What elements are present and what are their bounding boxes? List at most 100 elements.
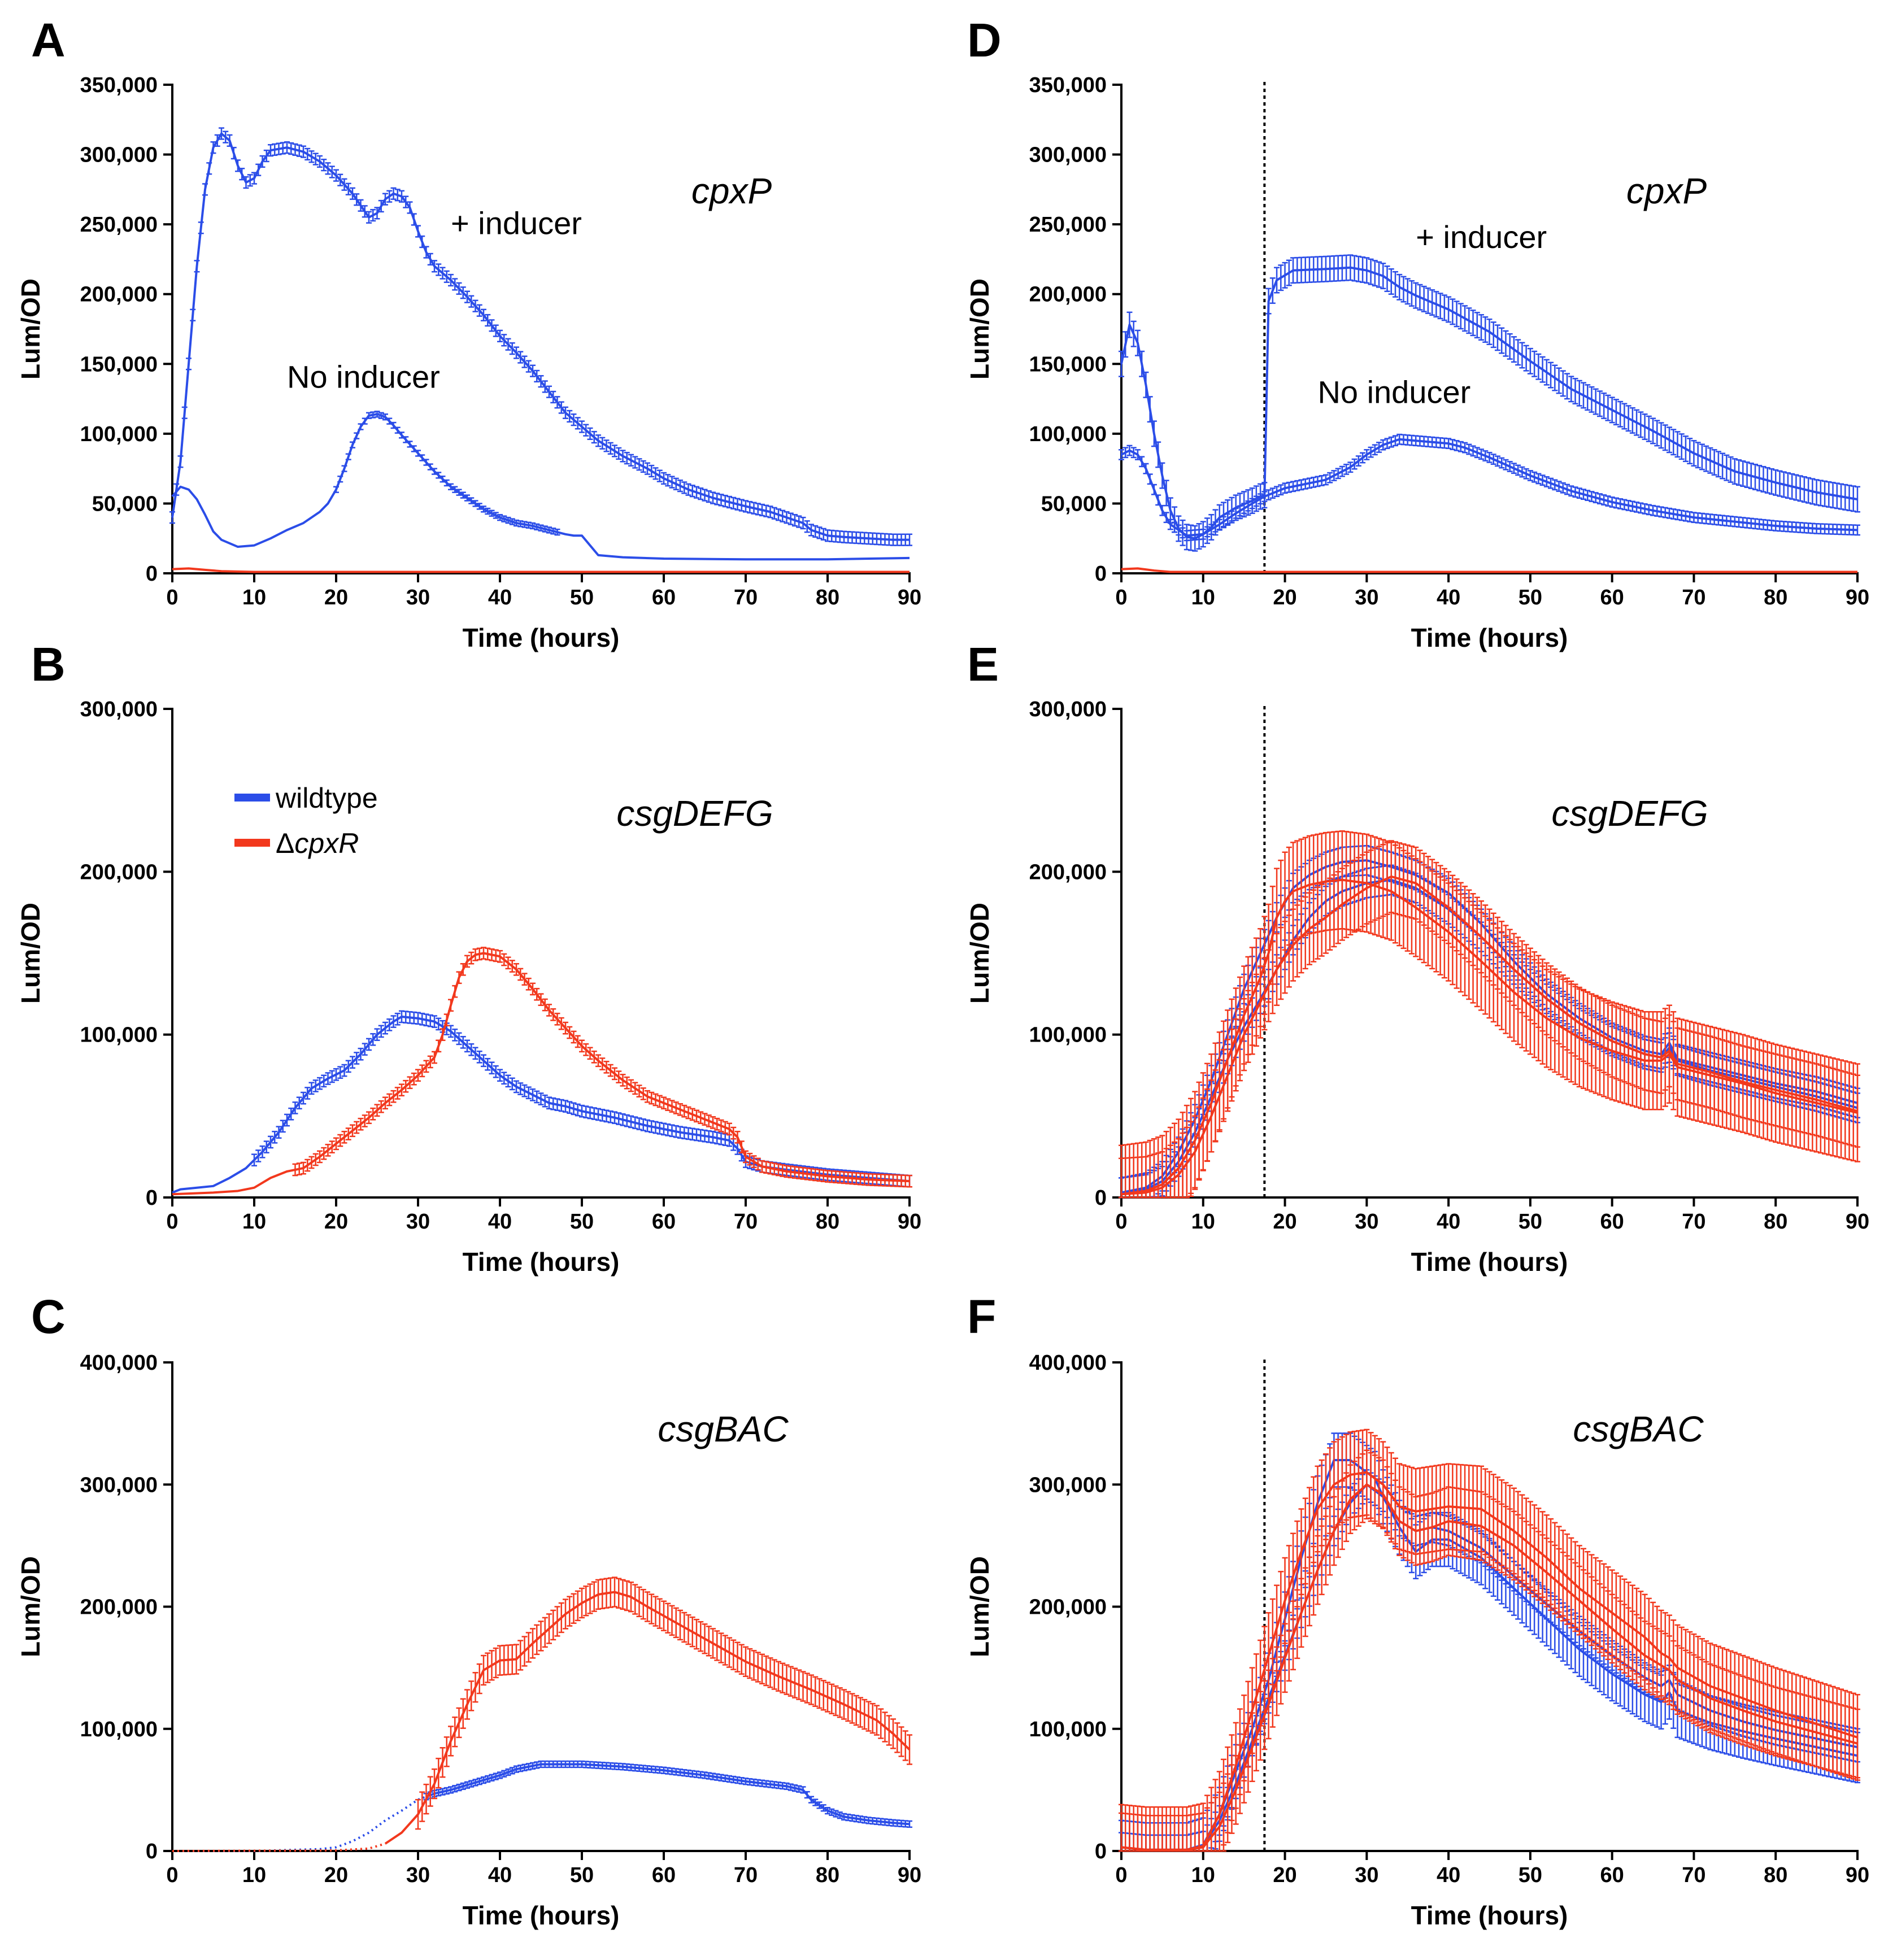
legend-label-wildtype: wildtype xyxy=(275,782,378,814)
y-tick-label: 250,000 xyxy=(80,213,158,237)
x-tick-label: 70 xyxy=(734,1863,758,1887)
panel-b: B 0 10 20 30 40 50 60 70 80 90 0 100,000 200,000 300,0… xyxy=(16,638,921,1277)
y-tick-label: 300,000 xyxy=(1029,698,1107,721)
series-line xyxy=(1121,438,1858,537)
annotation-label: + inducer xyxy=(451,205,582,241)
y-tick-label: 150,000 xyxy=(1029,352,1107,376)
panel-letter: E xyxy=(967,638,999,691)
y-tick-label: 0 xyxy=(1095,1186,1107,1210)
x-tick-label: 0 xyxy=(166,1210,178,1234)
x-tick-label: 90 xyxy=(898,1210,921,1234)
x-tick-label: 10 xyxy=(1191,1210,1215,1234)
annotation-label: + inducer xyxy=(1416,219,1547,255)
x-tick-label: 60 xyxy=(652,1210,676,1234)
series-wildtype-inducer xyxy=(1119,844,1860,1199)
y-tick-label: 300,000 xyxy=(80,143,158,167)
x-tick-label: 20 xyxy=(324,1210,348,1234)
x-tick-label: 80 xyxy=(1764,1210,1787,1234)
series-line xyxy=(172,1015,910,1194)
panel-letter: A xyxy=(31,14,66,67)
x-tick-label: 80 xyxy=(816,586,839,609)
x-tick-label: 0 xyxy=(1115,1210,1127,1234)
x-tick-label: 60 xyxy=(652,1863,676,1887)
x-tick-label: 70 xyxy=(734,1210,758,1234)
x-tick-label: 10 xyxy=(1191,586,1215,609)
series--cpxr xyxy=(172,1576,912,1852)
x-tick-label: 20 xyxy=(1273,586,1296,609)
y-tick-label: 200,000 xyxy=(80,283,158,307)
x-tick-label: 90 xyxy=(1846,586,1869,609)
panel-c: C 0 10 20 30 40 50 60 70 80 90 0 100,000 200,000 300,0… xyxy=(16,1290,921,1930)
x-tick-label: 30 xyxy=(1355,586,1378,609)
panel-letter: B xyxy=(31,638,66,691)
annotation-label: No inducer xyxy=(1317,374,1470,410)
legend-delta: Δ xyxy=(276,827,294,859)
x-tick-label: 30 xyxy=(1355,1210,1378,1234)
y-tick-label: 300,000 xyxy=(80,1473,158,1497)
gene-label: cpxP xyxy=(1626,171,1707,211)
error-bars xyxy=(1119,844,1860,1199)
x-tick-label: 10 xyxy=(242,1210,266,1234)
series--cpxr-inducer xyxy=(1119,830,1860,1199)
y-tick-label: 100,000 xyxy=(1029,1023,1107,1047)
gene-label: csgBAC xyxy=(658,1409,789,1449)
y-tick-label: 200,000 xyxy=(1029,860,1107,884)
y-tick-label: 0 xyxy=(1095,562,1107,586)
y-axis-title: Lum/OD xyxy=(16,278,45,380)
y-tick-label: 300,000 xyxy=(80,698,158,721)
x-tick-label: 30 xyxy=(406,1210,430,1234)
error-bars xyxy=(1119,830,1860,1199)
y-tick-label: 350,000 xyxy=(1029,73,1107,97)
x-tick-label: 40 xyxy=(488,1863,512,1887)
series--cpxr xyxy=(172,567,910,573)
panel-a: A 0 10 20 30 40 50 60 70 80 90 0 50,000 100,000 150,00… xyxy=(16,14,921,652)
x-tick-label: 60 xyxy=(652,586,676,609)
y-tick-label: 200,000 xyxy=(80,860,158,884)
gene-label: csgDEFG xyxy=(616,793,773,834)
x-tick-label: 0 xyxy=(166,586,178,609)
y-tick-label: 400,000 xyxy=(80,1351,158,1375)
x-tick-label: 50 xyxy=(1518,1210,1542,1234)
x-tick-label: 80 xyxy=(816,1210,839,1234)
y-tick-label: 250,000 xyxy=(1029,213,1107,237)
x-tick-label: 50 xyxy=(570,1210,594,1234)
series-line xyxy=(1120,266,1858,540)
series--cpxr xyxy=(1121,567,1857,573)
x-tick-label: 50 xyxy=(570,586,594,609)
x-tick-label: 30 xyxy=(406,1863,430,1887)
y-tick-label: 0 xyxy=(146,562,158,586)
x-tick-label: 80 xyxy=(1764,586,1787,609)
x-tick-label: 20 xyxy=(1273,1210,1296,1234)
error-bars xyxy=(1119,433,1860,542)
x-tick-label: 30 xyxy=(406,586,430,609)
y-tick-label: 300,000 xyxy=(1029,143,1107,167)
y-tick-label: 0 xyxy=(146,1840,158,1863)
x-tick-label: 40 xyxy=(488,1210,512,1234)
panel-e: E 0 10 20 30 40 50 60 70 80 90 0 100,000 200,000 300,0… xyxy=(965,638,1869,1277)
series-line xyxy=(171,413,910,561)
x-tick-label: 70 xyxy=(1682,1210,1705,1234)
series-wildtype xyxy=(172,1010,912,1194)
series-wildtype xyxy=(172,1760,912,1852)
y-tick-label: 50,000 xyxy=(92,492,158,516)
panel-d: D 0 10 20 30 40 50 60 70 80 90 0 50,000 100,000 150,00… xyxy=(965,14,1869,652)
error-bars xyxy=(333,411,560,536)
x-tick-label: 60 xyxy=(1600,1210,1624,1234)
x-tick-label: 40 xyxy=(488,586,512,609)
series--inducer xyxy=(169,127,912,546)
series-line-dotted xyxy=(172,1795,427,1852)
y-tick-label: 150,000 xyxy=(80,352,158,376)
x-tick-label: 80 xyxy=(816,1863,839,1887)
series--inducer xyxy=(1119,254,1860,552)
x-tick-label: 20 xyxy=(324,1863,348,1887)
x-axis-title: Time (hours) xyxy=(463,623,620,652)
series-line xyxy=(172,952,910,1196)
y-tick-label: 0 xyxy=(146,1186,158,1210)
panel-letter: D xyxy=(967,14,1002,67)
x-tick-label: 40 xyxy=(1437,586,1460,609)
error-bars xyxy=(292,947,912,1188)
y-tick-label: 100,000 xyxy=(80,1023,158,1047)
y-tick-label: 100,000 xyxy=(80,1718,158,1741)
series-line xyxy=(1121,567,1857,573)
